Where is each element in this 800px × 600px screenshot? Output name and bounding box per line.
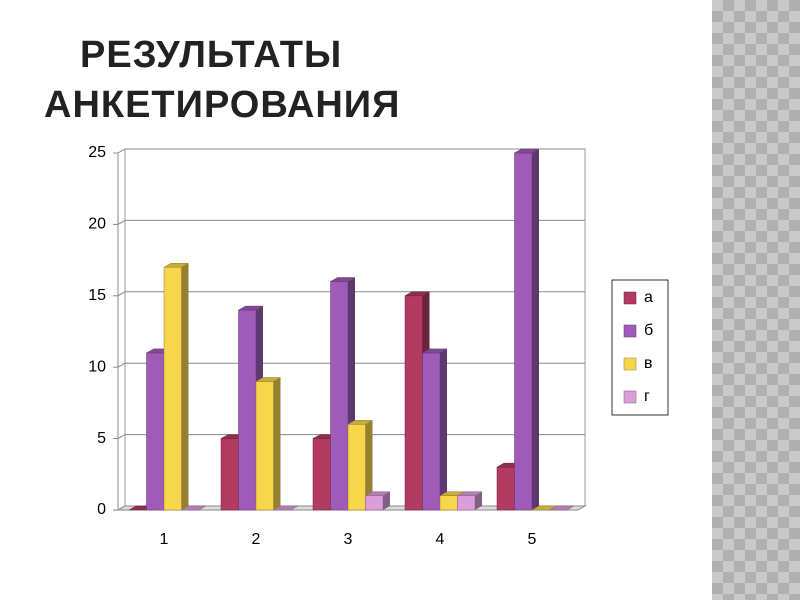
bar-top (180, 505, 207, 511)
legend-label: г (644, 388, 650, 405)
bar-front (146, 352, 165, 511)
x-tick-label: 5 (528, 531, 537, 548)
bar-front (514, 152, 533, 511)
legend-label: б (644, 322, 653, 339)
y-tick-label: 10 (88, 358, 106, 375)
bar-front (238, 309, 257, 511)
y-tick-label: 20 (88, 216, 106, 233)
bar-top (513, 148, 540, 154)
bar (163, 262, 190, 511)
bar-top (421, 348, 448, 354)
bar (255, 377, 282, 511)
bar-side (532, 149, 539, 510)
legend-label: в (644, 355, 653, 372)
bar-front (439, 495, 458, 511)
bar-front (220, 438, 239, 511)
grid-line (117, 148, 585, 154)
y-tick-label: 15 (88, 287, 106, 304)
bar-side (365, 420, 373, 510)
bar (364, 491, 391, 511)
x-tick-label: 2 (252, 531, 261, 548)
legend-swatch (623, 291, 637, 305)
bar-front (457, 495, 476, 511)
bar-side (440, 348, 447, 510)
grid-line (117, 219, 585, 225)
bar (272, 505, 299, 511)
bar-front (347, 424, 366, 511)
bar-side (273, 377, 281, 510)
bar-front (330, 281, 349, 511)
bar (456, 491, 483, 511)
bar-top (548, 505, 575, 511)
bar-top (237, 305, 264, 311)
bar-top (272, 505, 299, 511)
bar-top (347, 420, 374, 425)
bar (421, 348, 448, 511)
bar-front (422, 352, 441, 511)
y-tick-label: 5 (97, 430, 106, 447)
bar (347, 420, 374, 511)
legend-swatch (623, 390, 637, 404)
legend-label: а (644, 289, 653, 306)
bar-top (456, 491, 483, 496)
legend-swatch (623, 357, 637, 371)
bar (548, 505, 575, 511)
bar-front (255, 381, 274, 511)
bar (513, 148, 540, 511)
bar-top (364, 491, 391, 496)
bar-top (255, 377, 282, 382)
grid-line (117, 291, 585, 297)
bar-top (329, 277, 356, 282)
y-tick-label: 0 (97, 501, 106, 518)
bar-front (496, 466, 515, 511)
bar-front (365, 495, 384, 511)
bar-front (404, 295, 423, 511)
bar-top (163, 262, 190, 268)
x-tick-label: 4 (436, 531, 445, 548)
x-tick-label: 1 (160, 531, 169, 548)
bar-front (163, 266, 182, 511)
slide-title: РЕЗУЛЬТАТЫ АНКЕТИРОВАНИЯ (44, 34, 401, 126)
bar-side (475, 491, 482, 510)
y-tick-label: 25 (88, 144, 106, 161)
decorative-strip (712, 0, 800, 600)
bar-top (404, 291, 431, 297)
x-tick-label: 3 (344, 531, 353, 548)
bar-front (312, 438, 331, 511)
bar (180, 505, 207, 511)
legend-box (611, 279, 669, 416)
bar-side (383, 491, 390, 510)
bar-side (181, 263, 189, 510)
legend-swatch (623, 324, 637, 338)
